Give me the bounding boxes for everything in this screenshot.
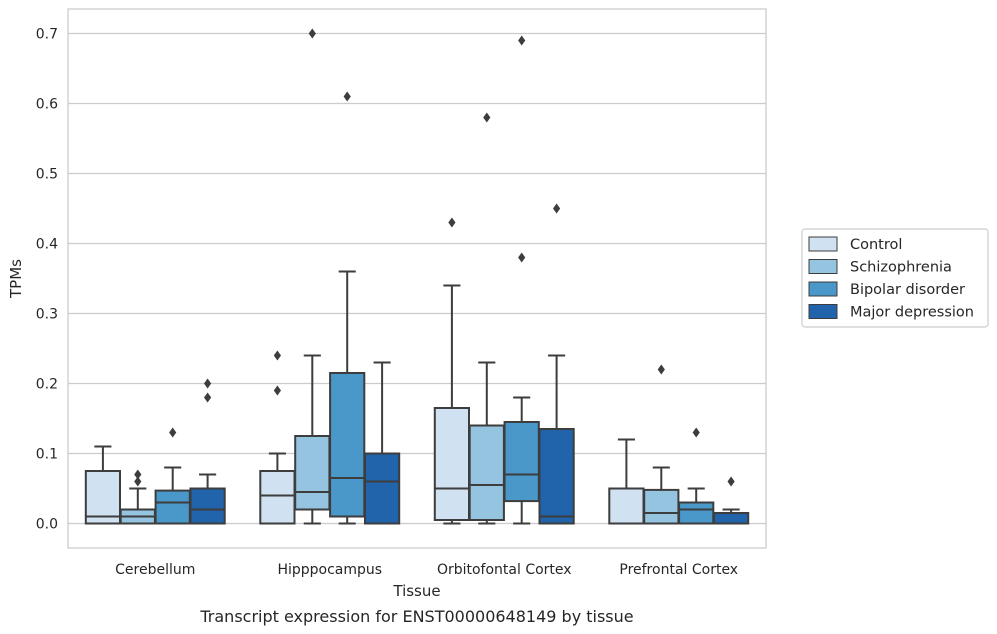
box <box>712 476 750 525</box>
box-iqr <box>329 372 366 518</box>
box-iqr <box>643 488 680 525</box>
horizontal-gridlines <box>68 32 766 525</box>
box-iqr <box>678 501 715 525</box>
box <box>329 91 366 525</box>
figure-caption: Transcript expression for ENST0000064814… <box>199 607 633 626</box>
box <box>119 469 156 525</box>
box <box>259 350 296 525</box>
outlier-point <box>169 427 177 438</box>
series-schizophrenia <box>119 28 680 525</box>
plot-frame <box>67 8 767 549</box>
outlier-point <box>343 91 351 102</box>
x-axis-title: Tissue <box>392 582 440 600</box>
outlier-point <box>308 28 316 39</box>
box <box>608 438 645 525</box>
y-tick-label: 0.5 <box>36 167 58 183</box>
outlier-point <box>727 476 735 487</box>
outlier-point <box>483 112 491 123</box>
boxplot-series-group <box>84 28 750 525</box>
y-axis-tick-labels: 0.0 0.1 0.2 0.3 0.4 0.5 0.6 0.7 <box>36 27 58 533</box>
box <box>503 35 540 525</box>
x-tick-label: Prefrontal Cortex <box>619 562 738 578</box>
box-iqr <box>154 489 191 525</box>
box <box>84 445 122 525</box>
legend-label: Major depression <box>850 305 974 321</box>
x-axis-tick-labels: Cerebellum Hipppocampus Orbitofontal Corte… <box>115 562 738 578</box>
box <box>538 203 575 525</box>
box <box>189 378 226 525</box>
outlier-point <box>518 35 526 46</box>
y-axis-title: TPMs <box>7 259 25 299</box>
box-iqr <box>608 487 645 525</box>
series-bipolar-disorder <box>154 35 715 525</box>
series-major-depression <box>189 203 750 525</box>
y-tick-label: 0.6 <box>36 97 58 113</box>
box-iqr <box>538 428 575 525</box>
y-tick-label: 0.1 <box>36 447 58 463</box>
legend-label: Control <box>850 237 902 253</box>
legend-swatch <box>808 236 838 252</box>
x-tick-label: Orbitofontal Cortex <box>437 562 572 578</box>
box-iqr <box>294 435 331 511</box>
box <box>154 427 191 525</box>
y-tick-label: 0.2 <box>36 377 58 393</box>
outlier-point <box>448 217 456 228</box>
outlier-point <box>553 203 561 214</box>
outlier-point <box>657 364 665 375</box>
box-iqr <box>84 470 122 525</box>
box-iqr <box>468 424 505 521</box>
y-tick-label: 0.0 <box>36 517 58 533</box>
outlier-point <box>134 476 142 487</box>
outlier-point <box>204 392 212 403</box>
box-iqr <box>503 421 540 503</box>
outlier-point <box>273 385 281 396</box>
box <box>433 217 471 525</box>
outlier-point <box>518 252 526 263</box>
legend-label: Bipolar disorder <box>850 282 965 298</box>
y-tick-label: 0.7 <box>36 27 58 43</box>
x-tick-label: Cerebellum <box>115 562 195 578</box>
y-tick-label: 0.3 <box>36 307 58 323</box>
outlier-point <box>204 378 212 389</box>
box <box>363 361 401 525</box>
x-tick-label: Hipppocampus <box>277 562 382 578</box>
y-tick-label: 0.4 <box>36 237 58 253</box>
box <box>678 427 715 525</box>
legend: Control Schizophrenia Bipolar disorder Majo… <box>801 228 989 328</box>
box-iqr <box>259 470 296 525</box>
box <box>294 28 331 525</box>
box-iqr <box>189 487 226 525</box>
box-iqr <box>363 452 401 525</box>
outlier-point <box>273 350 281 361</box>
outlier-point <box>134 469 142 480</box>
legend-swatch <box>808 259 838 274</box>
box-iqr <box>712 512 750 525</box>
box-iqr <box>433 407 471 521</box>
legend-frame <box>801 228 989 328</box>
outlier-point <box>692 427 700 438</box>
legend-label: Schizophrenia <box>850 260 952 276</box>
box <box>468 112 505 525</box>
box <box>643 364 680 525</box>
legend-swatch <box>808 304 838 319</box>
legend-swatch <box>808 281 838 297</box>
